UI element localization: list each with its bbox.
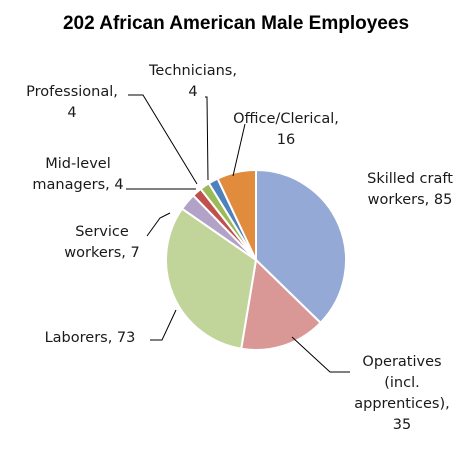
slice-label-line: Office/Clerical, — [233, 111, 339, 127]
pie-slice-office — [216, 168, 257, 261]
chart-title: 202 African American Male Employees — [63, 13, 409, 34]
pie-slices — [165, 168, 347, 351]
slice-label-line: workers, 7 — [64, 245, 139, 261]
leader-line-technicians — [205, 96, 209, 181]
slice-label-skilled: Skilled craft workers, 85 — [367, 171, 453, 208]
slice-label-technicians: Technicians, 4 — [148, 63, 237, 100]
pie-slice-operatives — [240, 257, 322, 351]
slice-label-line: Professional, — [26, 84, 118, 100]
slice-label-line: Skilled craft — [367, 171, 453, 187]
slice-label-professional: Professional, 4 — [26, 84, 118, 121]
pie-slice-skilled — [255, 168, 347, 325]
slice-label-line: 16 — [277, 132, 295, 148]
slice-label-line: Operatives — [362, 354, 441, 370]
slice-label-line: apprentices), — [354, 396, 449, 412]
pie-slice-laborers — [165, 207, 258, 350]
label-leaders — [126, 94, 350, 373]
slice-label-midlevel: Mid-level managers, 4 — [32, 156, 123, 193]
slice-label-line: (incl. — [384, 375, 420, 391]
slice-label-line: Technicians, — [148, 63, 237, 79]
slice-label-operatives: Operatives (incl. apprentices), 35 — [354, 354, 449, 433]
leader-line-laborers — [150, 309, 177, 341]
slice-label-line: 4 — [67, 105, 76, 121]
slice-label-line: managers, 4 — [32, 177, 123, 193]
slice-label-line: Mid-level — [45, 156, 110, 172]
leader-line-operatives — [291, 336, 350, 373]
slice-label-laborers: Laborers, 73 — [45, 330, 136, 346]
leader-line-service — [146, 212, 171, 237]
leader-line-office — [232, 123, 246, 177]
slice-label-line: workers, 85 — [368, 192, 453, 208]
slice-label-service: Service workers, 7 — [64, 224, 139, 261]
slice-label-line: Service — [75, 224, 129, 240]
leader-line-professional — [128, 94, 198, 185]
slice-label-line: 4 — [188, 84, 197, 100]
slice-label-line: 35 — [393, 417, 411, 433]
slice-label-line: Laborers, 73 — [45, 330, 136, 346]
slice-labels: Skilled craft workers, 85 Operatives (incl.… — [26, 63, 453, 433]
slice-label-office: Office/Clerical, 16 — [233, 111, 339, 148]
